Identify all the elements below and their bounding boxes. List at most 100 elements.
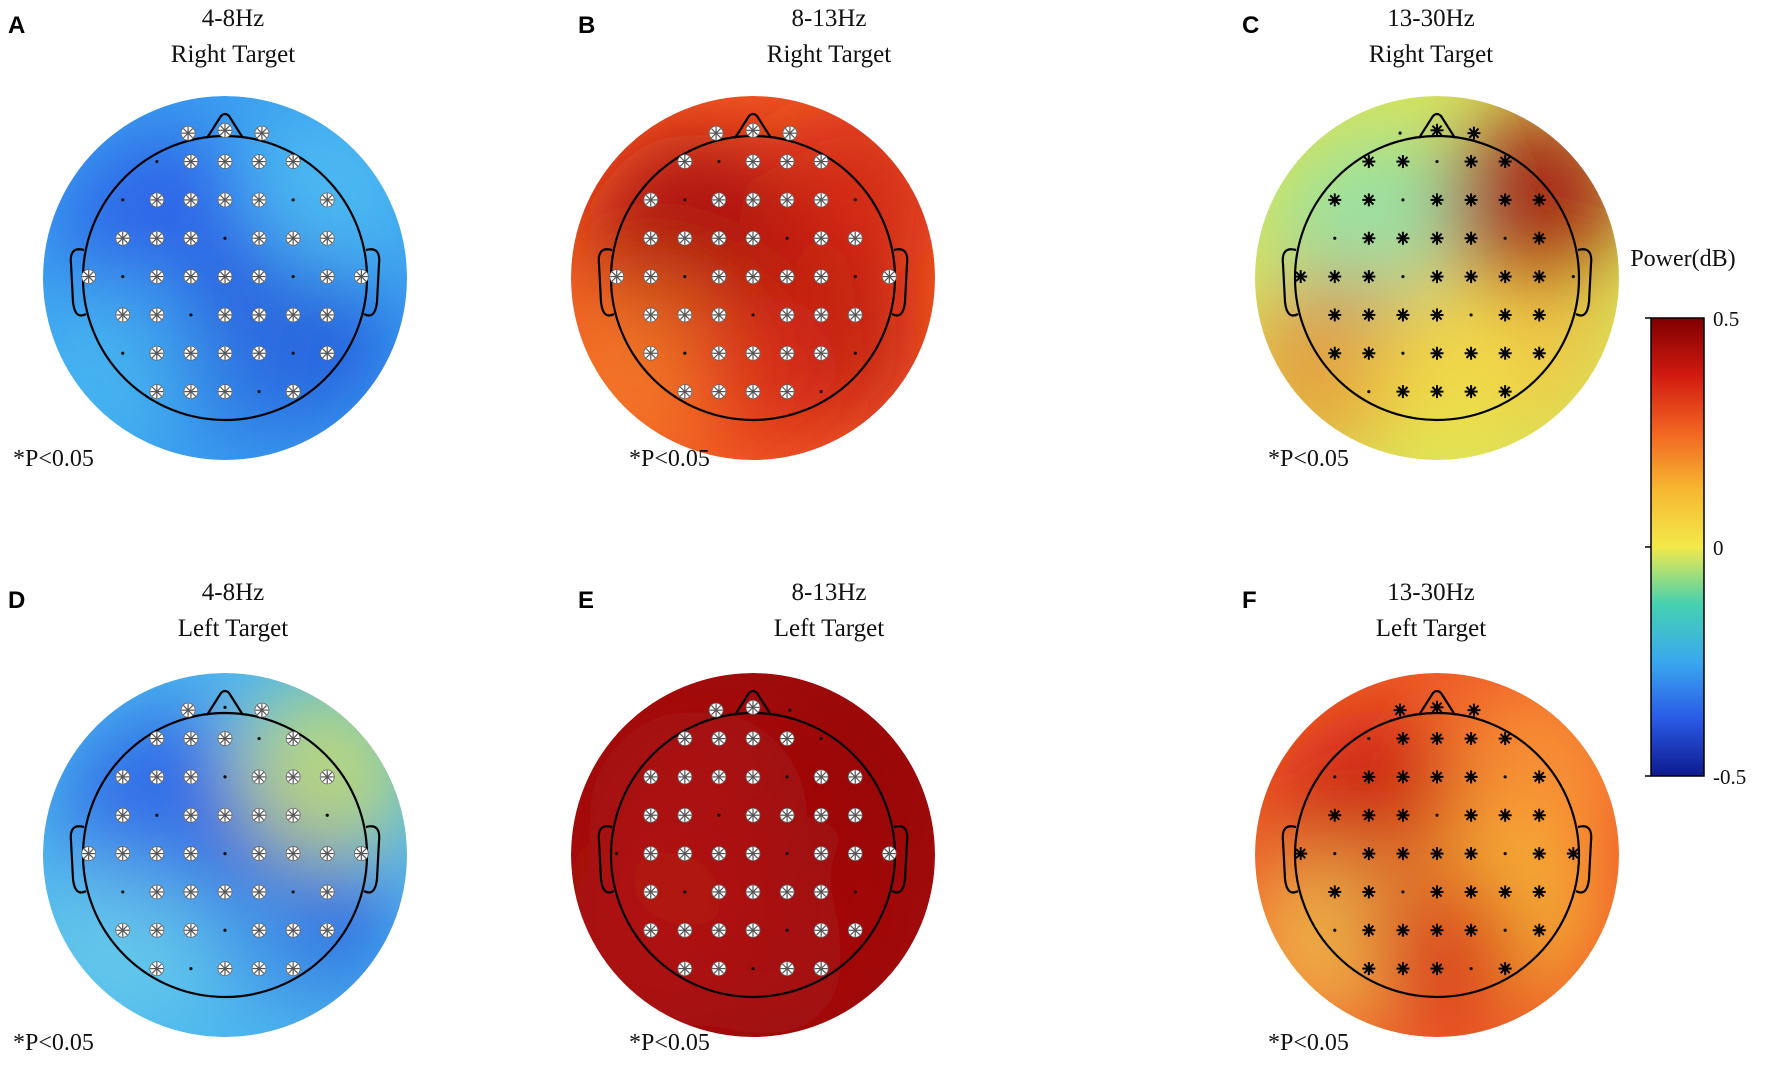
significant-electrode-marker <box>353 846 369 861</box>
significant-electrode-marker <box>319 922 335 938</box>
significant-electrode-marker <box>217 122 233 138</box>
significant-electrode-marker <box>813 345 829 361</box>
significant-electrode-marker <box>1328 885 1342 899</box>
significant-electrode-marker <box>183 230 199 246</box>
significant-electrode-marker <box>1464 193 1478 207</box>
significant-electrode-marker <box>1532 270 1546 284</box>
electrode-dot <box>853 274 857 279</box>
electrode-dot <box>788 708 792 712</box>
electrode-markers <box>1294 700 1580 976</box>
panel-band: 13-30Hz <box>1387 5 1474 32</box>
electrode-markers <box>81 702 369 976</box>
significant-electrode-marker <box>1532 847 1546 861</box>
significant-electrode-marker <box>813 807 829 823</box>
significant-electrode-marker <box>677 384 693 400</box>
significant-electrode-marker <box>813 922 829 938</box>
electrode-markers <box>615 699 897 976</box>
significant-electrode-marker <box>183 922 199 938</box>
panel-letter: E <box>578 587 594 614</box>
electrode-dot <box>155 813 159 817</box>
significant-electrode-marker <box>285 230 301 246</box>
power-heatmap <box>571 673 935 1037</box>
significance-note: *P<0.05 <box>13 1030 94 1056</box>
significant-electrode-marker <box>677 961 693 976</box>
significant-electrode-marker <box>1362 346 1376 360</box>
significant-electrode-marker <box>1294 270 1308 284</box>
significant-electrode-marker <box>115 307 131 323</box>
significant-electrode-marker <box>745 807 761 823</box>
significant-electrode-marker <box>1532 346 1546 360</box>
significant-electrode-marker <box>149 307 165 323</box>
significant-electrode-marker <box>183 154 199 169</box>
significant-electrode-marker <box>813 230 829 246</box>
panel-letter: F <box>1242 587 1257 614</box>
significant-electrode-marker <box>711 345 727 361</box>
significant-electrode-marker <box>217 884 233 900</box>
significant-electrode-marker <box>115 807 131 823</box>
significant-electrode-marker <box>1328 808 1342 822</box>
significant-electrode-marker <box>149 230 165 246</box>
significant-electrode-marker <box>1362 193 1376 207</box>
significant-electrode-marker <box>643 846 659 861</box>
significant-electrode-marker <box>115 230 131 246</box>
electrode-dot <box>155 159 159 164</box>
significant-electrode-marker <box>149 961 165 976</box>
electrode-dot <box>1503 775 1507 779</box>
significant-electrode-marker <box>745 154 761 169</box>
significant-electrode-marker <box>251 846 267 861</box>
electrode-dot <box>1435 159 1439 164</box>
significant-electrode-marker <box>217 307 233 323</box>
significant-electrode-marker <box>319 846 335 861</box>
significant-electrode-marker <box>643 192 659 208</box>
significant-electrode-marker <box>711 731 727 746</box>
electrode-dot <box>615 851 619 856</box>
significant-electrode-marker <box>183 807 199 823</box>
left-ear-icon <box>69 825 87 894</box>
left-ear-icon <box>1281 825 1299 894</box>
significant-electrode-marker <box>1430 231 1444 245</box>
electrode-dot <box>325 813 329 817</box>
significant-electrode-marker <box>115 769 131 785</box>
significant-electrode-marker <box>251 307 267 323</box>
significant-electrode-marker <box>745 192 761 208</box>
significant-electrode-marker <box>813 846 829 861</box>
panel-letter: B <box>578 12 595 39</box>
significant-electrode-marker <box>643 345 659 361</box>
significant-electrode-marker <box>779 192 795 208</box>
electrode-dot <box>1401 890 1405 894</box>
significant-electrode-marker <box>711 884 727 900</box>
significant-electrode-marker <box>1396 308 1410 322</box>
significance-note: *P<0.05 <box>13 446 94 472</box>
colorbar-tick-min: -0.5 <box>1713 765 1746 789</box>
significant-electrode-marker <box>1294 847 1308 861</box>
significant-electrode-marker <box>813 192 829 208</box>
colorbar: Power(dB) 0.5 0 -0.5 <box>1630 246 1746 789</box>
significant-electrode-marker <box>251 884 267 900</box>
significant-electrode-marker <box>149 846 165 861</box>
significant-electrode-marker <box>1430 308 1444 322</box>
significant-electrode-marker <box>1464 231 1478 245</box>
significant-electrode-marker <box>1396 808 1410 822</box>
significant-electrode-marker <box>1328 308 1342 322</box>
electrode-dot <box>1469 313 1473 317</box>
electrode-dot <box>223 236 227 240</box>
significant-electrode-marker <box>881 846 897 861</box>
significant-electrode-marker <box>711 922 727 938</box>
electrode-dot <box>683 274 687 279</box>
significant-electrode-marker <box>1498 346 1512 360</box>
significant-electrode-marker <box>711 846 727 861</box>
significant-electrode-marker <box>1532 231 1546 245</box>
significant-electrode-marker <box>1467 703 1481 717</box>
significant-electrode-marker <box>1396 847 1410 861</box>
significant-electrode-marker <box>1396 732 1410 746</box>
significant-electrode-marker <box>677 731 693 746</box>
significant-electrode-marker <box>711 769 727 785</box>
significant-electrode-marker <box>217 345 233 361</box>
significant-electrode-marker <box>847 230 863 246</box>
electrode-dot <box>785 236 789 240</box>
electrode-dot <box>189 313 193 317</box>
significant-electrode-marker <box>115 846 131 861</box>
electrode-dot <box>121 198 125 202</box>
significant-electrode-marker <box>813 884 829 900</box>
significant-electrode-marker <box>149 884 165 900</box>
